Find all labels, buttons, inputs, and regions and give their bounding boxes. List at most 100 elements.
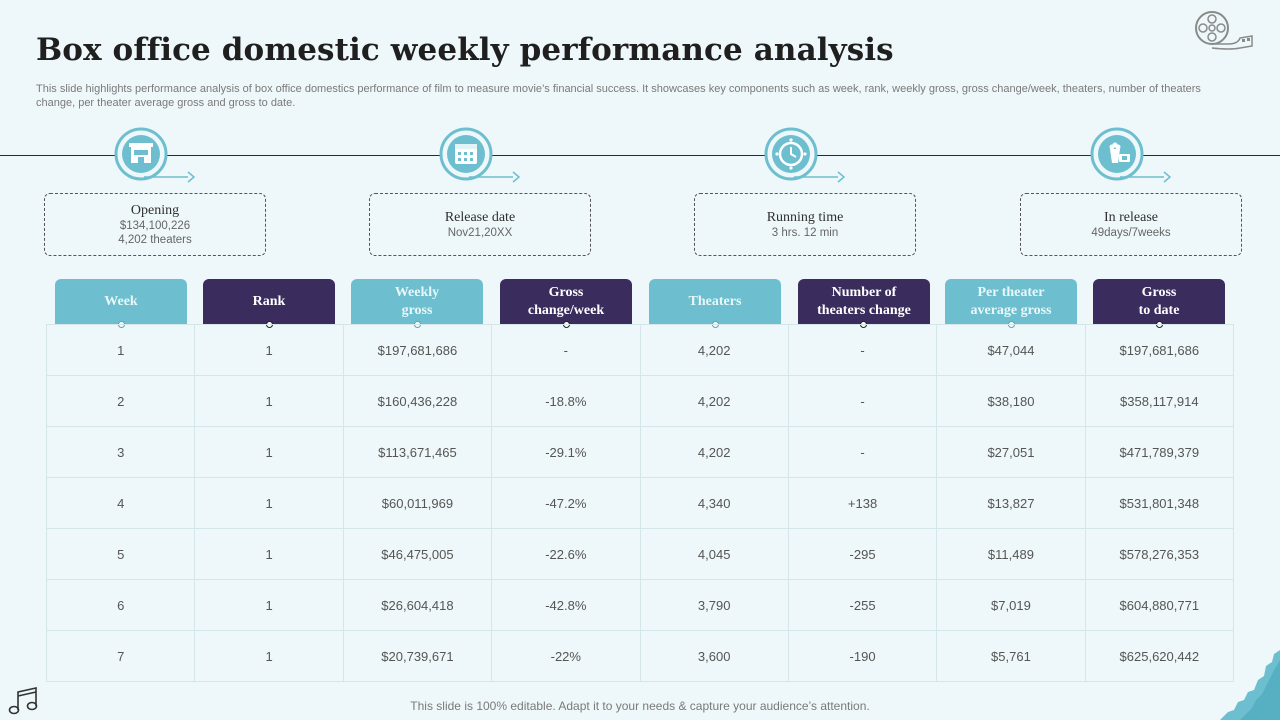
cell-theaters: 4,045 bbox=[639, 528, 789, 580]
cell-gross-change: -29.1% bbox=[491, 426, 641, 478]
cell-rank: 1 bbox=[194, 477, 344, 529]
header-text: Per theater average gross bbox=[970, 284, 1052, 318]
cell-theaters: 4,340 bbox=[639, 477, 789, 529]
column-header-weekly-gross: Weekly gross bbox=[351, 279, 483, 324]
slide-description: This slide highlights performance analys… bbox=[36, 83, 1201, 109]
cell-theaters: 4,202 bbox=[639, 375, 789, 427]
arrow-connector-icon bbox=[1120, 171, 1172, 183]
film-reel-icon bbox=[1195, 11, 1253, 50]
cell-theaters: 4,202 bbox=[639, 324, 789, 376]
footer-note: This slide is 100% editable. Adapt it to… bbox=[410, 699, 870, 713]
table-row: 1 1 $197,681,686 - 4,202 - $47,044 $197,… bbox=[45, 324, 1235, 376]
timeline-line bbox=[0, 155, 1280, 156]
cell-theaters-change: -295 bbox=[787, 528, 938, 580]
cell-theaters: 3,790 bbox=[639, 579, 789, 631]
column-header-week: Week bbox=[55, 279, 187, 324]
milestone-box: Opening $134,100,226 4,202 theaters bbox=[44, 193, 266, 256]
cell-weekly-gross: $20,739,671 bbox=[342, 630, 493, 682]
cell-weekly-gross: $46,475,005 bbox=[342, 528, 493, 580]
header-text: Gross to date bbox=[1138, 284, 1180, 318]
music-note-icon bbox=[8, 687, 38, 715]
milestone-value: 4,202 theaters bbox=[118, 233, 192, 246]
cell-gross-to-date: $471,789,379 bbox=[1084, 426, 1235, 478]
cell-theaters-change: - bbox=[787, 426, 938, 478]
column-header-per-theater: Per theater average gross bbox=[945, 279, 1077, 324]
cell-per-theater: $47,044 bbox=[936, 324, 1086, 376]
cell-theaters-change: - bbox=[787, 324, 938, 376]
cell-theaters: 3,600 bbox=[639, 630, 789, 682]
cell-gross-change: - bbox=[491, 324, 641, 376]
milestone-box: Release date Nov21,20XX bbox=[369, 193, 591, 256]
milestone-label: In release bbox=[1103, 209, 1159, 225]
cell-rank: 1 bbox=[194, 426, 344, 478]
cell-week: 4 bbox=[45, 477, 196, 529]
cell-rank: 1 bbox=[194, 375, 344, 427]
cell-gross-to-date: $531,801,348 bbox=[1084, 477, 1235, 529]
table-row: 6 1 $26,604,418 -42.8% 3,790 -255 $7,019… bbox=[45, 579, 1235, 631]
cell-gross-change: -42.8% bbox=[491, 579, 641, 631]
column-header-gross-to-date: Gross to date bbox=[1093, 279, 1225, 324]
cell-theaters-change: - bbox=[787, 375, 938, 427]
milestone-label: Release date bbox=[444, 209, 516, 225]
header-text: Rank bbox=[252, 293, 286, 309]
popcorn-ticket-icon bbox=[1090, 127, 1144, 181]
calendar-icon bbox=[439, 127, 493, 181]
milestone-label: Opening bbox=[130, 202, 180, 218]
table-row: 2 1 $160,436,228 -18.8% 4,202 - $38,180 … bbox=[45, 375, 1235, 427]
cell-week: 5 bbox=[45, 528, 196, 580]
cell-weekly-gross: $60,011,969 bbox=[342, 477, 493, 529]
cell-theaters-change: -255 bbox=[787, 579, 938, 631]
header-text: Gross change/week bbox=[527, 284, 605, 318]
cell-gross-to-date: $358,117,914 bbox=[1084, 375, 1235, 427]
cell-week: 3 bbox=[45, 426, 196, 478]
cell-gross-change: -47.2% bbox=[491, 477, 641, 529]
milestone-box: In release 49days/7weeks bbox=[1020, 193, 1242, 256]
column-header-theaters-change: Number of theaters change bbox=[798, 279, 930, 324]
cell-gross-to-date: $604,880,771 bbox=[1084, 579, 1235, 631]
cell-per-theater: $38,180 bbox=[936, 375, 1086, 427]
milestone-label: Running time bbox=[766, 209, 844, 225]
cell-gross-change: -22.6% bbox=[491, 528, 641, 580]
table-row: 4 1 $60,011,969 -47.2% 4,340 +138 $13,82… bbox=[45, 477, 1235, 529]
milestone-value: 3 hrs. 12 min bbox=[771, 226, 839, 239]
cell-week: 6 bbox=[45, 579, 196, 631]
film-reel-clock-icon bbox=[764, 127, 818, 181]
header-text: Weekly gross bbox=[394, 284, 440, 318]
cell-weekly-gross: $197,681,686 bbox=[342, 324, 493, 376]
header-text: Theaters bbox=[688, 293, 742, 309]
cell-gross-change: -18.8% bbox=[491, 375, 641, 427]
header-text: Number of theaters change bbox=[817, 284, 911, 318]
cell-week: 2 bbox=[45, 375, 196, 427]
milestone-value: Nov21,20XX bbox=[447, 226, 513, 239]
table-row: 7 1 $20,739,671 -22% 3,600 -190 $5,761 $… bbox=[45, 630, 1235, 682]
cell-weekly-gross: $160,436,228 bbox=[342, 375, 493, 427]
column-header-rank: Rank bbox=[203, 279, 335, 324]
arrow-connector-icon bbox=[794, 171, 846, 183]
cell-rank: 1 bbox=[194, 324, 344, 376]
column-header-gross-change: Gross change/week bbox=[500, 279, 632, 324]
cell-per-theater: $11,489 bbox=[936, 528, 1086, 580]
cell-rank: 1 bbox=[194, 579, 344, 631]
arrow-connector-icon bbox=[144, 171, 196, 183]
cell-per-theater: $13,827 bbox=[936, 477, 1086, 529]
cell-theaters-change: +138 bbox=[787, 477, 938, 529]
cell-weekly-gross: $26,604,418 bbox=[342, 579, 493, 631]
cell-per-theater: $5,761 bbox=[936, 630, 1086, 682]
cell-rank: 1 bbox=[194, 630, 344, 682]
cell-theaters: 4,202 bbox=[639, 426, 789, 478]
cell-week: 1 bbox=[45, 324, 196, 376]
cinema-building-icon bbox=[114, 127, 168, 181]
cell-theaters-change: -190 bbox=[787, 630, 938, 682]
page-title: Box office domestic weekly performance a… bbox=[36, 32, 894, 68]
cell-gross-to-date: $578,276,353 bbox=[1084, 528, 1235, 580]
performance-table: 1 1 $197,681,686 - 4,202 - $47,044 $197,… bbox=[45, 324, 1235, 682]
milestone-box: Running time 3 hrs. 12 min bbox=[694, 193, 916, 256]
header-text: Week bbox=[104, 293, 138, 309]
cell-gross-change: -22% bbox=[491, 630, 641, 682]
cell-gross-to-date: $197,681,686 bbox=[1084, 324, 1235, 376]
milestone-value: 49days/7weeks bbox=[1091, 226, 1171, 239]
cell-week: 7 bbox=[45, 630, 196, 682]
cell-per-theater: $27,051 bbox=[936, 426, 1086, 478]
column-header-theaters: Theaters bbox=[649, 279, 781, 324]
corner-decoration bbox=[1220, 650, 1280, 720]
